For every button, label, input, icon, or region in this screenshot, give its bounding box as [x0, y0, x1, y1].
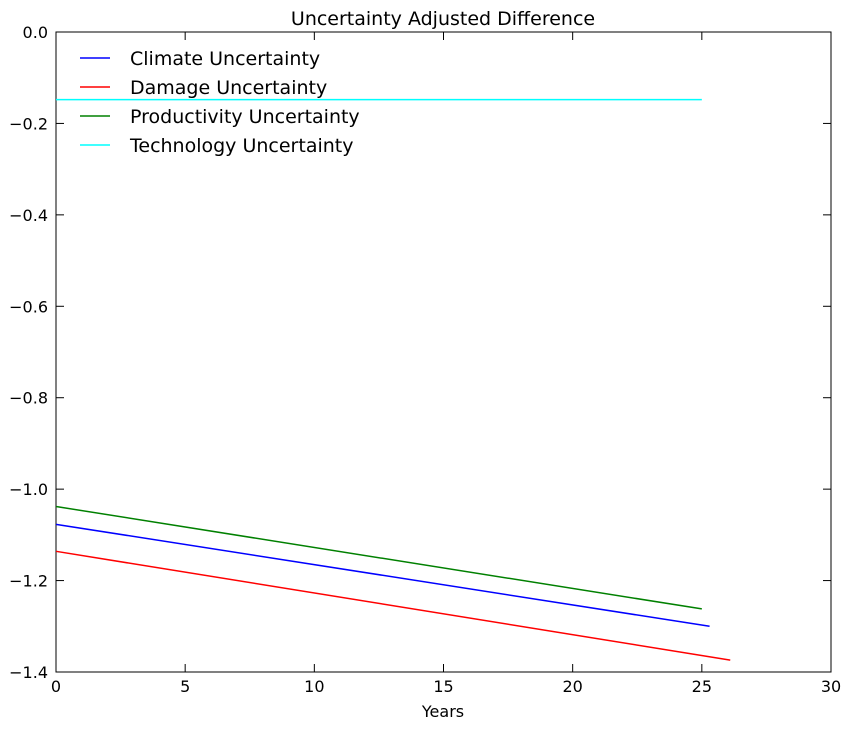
x-axis-label: Years	[421, 702, 464, 721]
y-tick-label: −0.8	[9, 389, 48, 408]
legend-label-0: Climate Uncertainty	[130, 48, 320, 70]
y-tick-label: −1.0	[9, 480, 48, 499]
x-tick-label: 15	[433, 677, 453, 696]
x-tick-label: 20	[562, 677, 582, 696]
legend-label-2: Productivity Uncertainty	[130, 106, 360, 128]
series-line-1	[55, 550, 731, 661]
x-tick-label: 5	[180, 677, 190, 696]
legend: Climate Uncertainty Damage Uncertainty Pro…	[80, 48, 360, 157]
series-layer	[55, 98, 731, 661]
y-tick-label: 0.0	[23, 23, 48, 42]
legend-label-3: Technology Uncertainty	[129, 135, 353, 157]
plot-area	[55, 31, 832, 673]
y-tick-label: −0.4	[9, 206, 48, 225]
x-tick-label: 25	[692, 677, 712, 696]
series-line-0	[55, 523, 710, 628]
x-tick-label: 0	[51, 677, 61, 696]
series-line-2	[55, 505, 702, 610]
x-tick-label: 10	[304, 677, 324, 696]
tick-layer: 0 5 10 15 20 25 30 0.0 −0.2 −0.4 −0.6 −0.8 −1.0 −1.2 −…	[9, 23, 841, 696]
y-tick-label: −1.2	[9, 572, 48, 591]
x-tick-label: 30	[821, 677, 841, 696]
y-tick-label: −0.6	[9, 297, 48, 316]
y-tick-label: −1.4	[9, 663, 48, 682]
chart-title: Uncertainty Adjusted Difference	[291, 8, 595, 30]
y-tick-label: −0.2	[9, 114, 48, 133]
legend-label-1: Damage Uncertainty	[130, 77, 327, 99]
